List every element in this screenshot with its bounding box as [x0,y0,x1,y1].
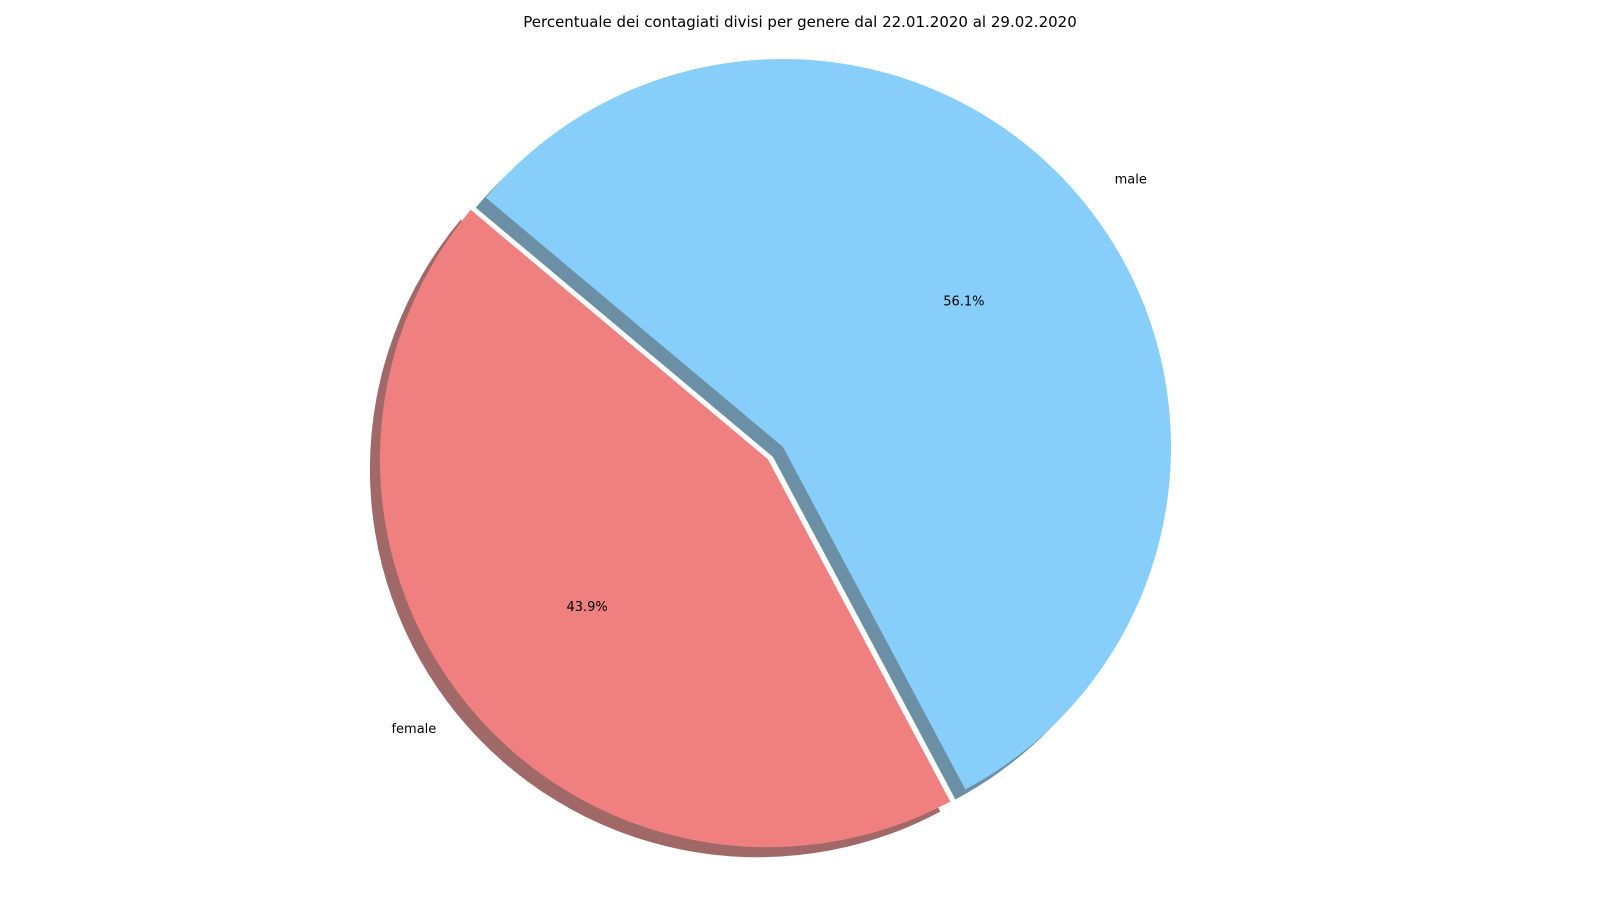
slice-label-female: female [391,722,436,737]
chart-title: Percentuale dei contagiati divisi per ge… [523,13,1077,31]
pie-slice-female [379,209,951,848]
slices [379,59,1171,848]
pie-slice-male [485,59,1171,790]
slice-percent-male: 56.1% [943,294,984,309]
slice-label-male: male [1115,172,1147,187]
slice-labels: female 43.9% male 56.1% [391,172,1146,737]
slice-percent-female: 43.9% [566,600,607,615]
